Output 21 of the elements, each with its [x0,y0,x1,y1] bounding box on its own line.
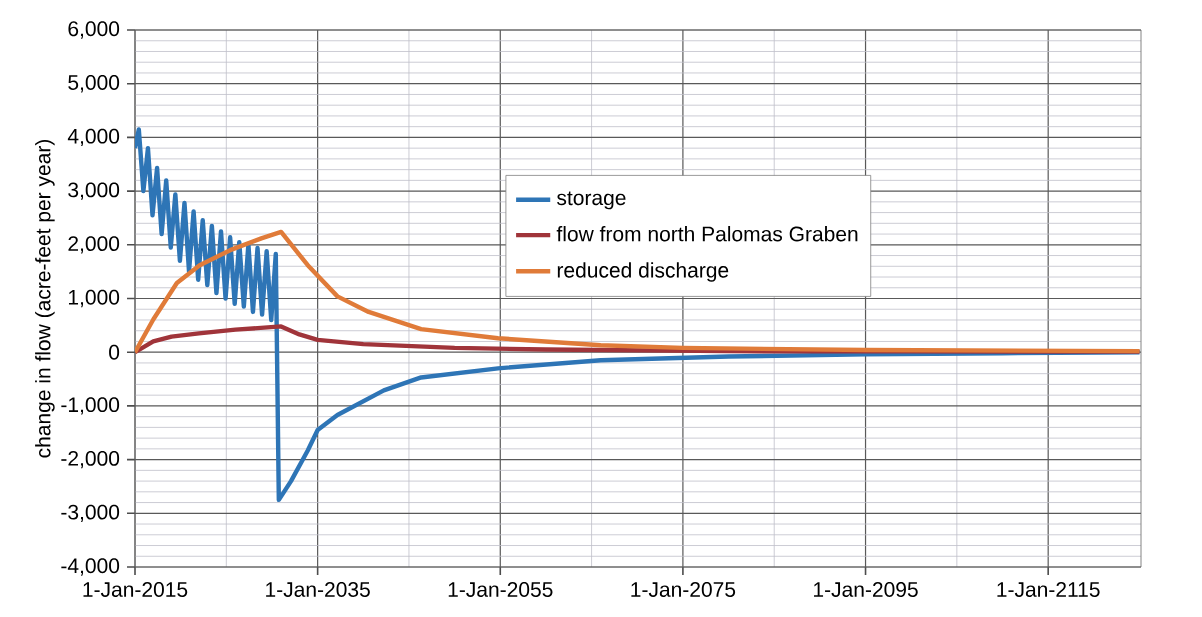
y-tick-label: -4,000 [61,558,120,576]
y-axis-title: change in flow (acre-feet per year) [35,139,55,458]
legend-label: storage [557,191,626,210]
x-tick-label: 1-Jan-2095 [814,582,918,597]
y-tick-label: 4,000 [67,128,120,147]
y-tick-label: -2,000 [61,450,120,469]
y-tick-label: 6,000 [68,21,120,39]
y-tick-label: -1,000 [61,397,120,415]
legend-label: flow from north Palomas Graben [556,225,858,242]
x-tick-label: 1-Jan-2075 [631,582,736,597]
legend-label: reduced discharge [557,262,729,282]
x-tick-label: 1-Jan-2055 [448,582,553,597]
y-tick-label: 1,000 [68,289,120,308]
y-tick-label: 0 [109,344,120,360]
x-tick-label: 1-Jan-2015 [83,582,188,597]
y-tick-label: 5,000 [68,75,120,93]
x-tick-label: 1-Jan-2035 [266,582,370,597]
y-tick-label: 3,000 [68,182,120,200]
x-tick-label: 1-Jan-2115 [997,582,1100,597]
y-tick-label: 2,000 [68,236,120,254]
y-tick-label: -3,000 [61,504,120,522]
